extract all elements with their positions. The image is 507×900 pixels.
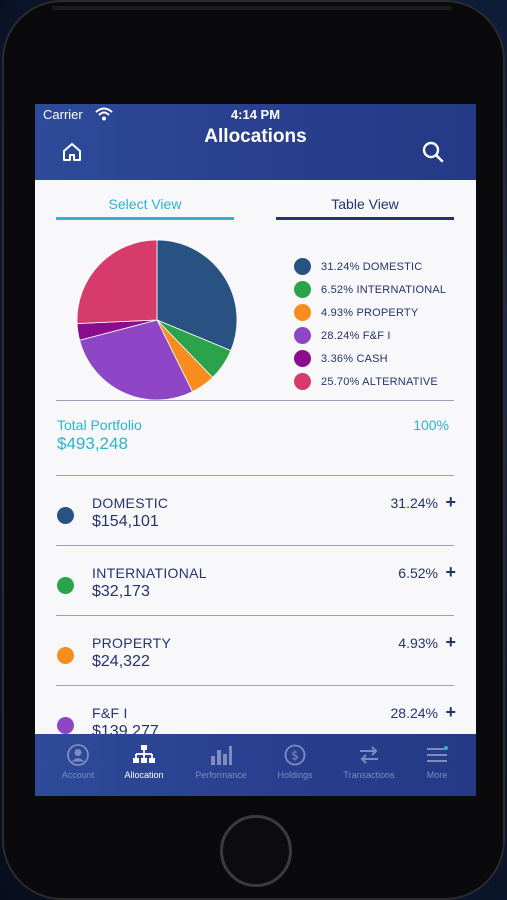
allocation-pie-chart xyxy=(76,239,238,401)
allocation-name: INTERNATIONAL xyxy=(92,565,207,581)
allocation-color-dot xyxy=(57,717,74,734)
allocation-icon xyxy=(133,745,155,763)
allocation-percent: 31.24% xyxy=(390,495,438,511)
pie-slice-f-f-i xyxy=(79,319,193,401)
tab-label: Performance xyxy=(195,770,247,780)
divider xyxy=(56,475,454,476)
total-portfolio-percent: 100% xyxy=(413,417,449,433)
pie-legend: 31.24% DOMESTIC 6.52% INTERNATIONAL 4.93… xyxy=(294,255,474,393)
legend-dot xyxy=(294,281,311,298)
allocation-color-dot xyxy=(57,647,74,664)
phone-top-edge xyxy=(52,6,452,10)
divider xyxy=(56,615,454,616)
expand-plus-icon[interactable]: + xyxy=(445,632,456,652)
transactions-icon xyxy=(360,746,378,764)
total-portfolio-label: Total Portfolio xyxy=(57,417,142,433)
tab-table-view[interactable]: Table View xyxy=(276,196,454,220)
legend-item-property: 4.93% PROPERTY xyxy=(294,301,474,324)
search-icon[interactable] xyxy=(421,140,445,164)
legend-dot xyxy=(294,350,311,367)
tab-label: Allocation xyxy=(124,770,164,780)
account-icon xyxy=(67,744,89,766)
legend-item-alternative: 25.70% ALTERNATIVE xyxy=(294,370,474,393)
legend-dot xyxy=(294,304,311,321)
tab-holdings[interactable]: $ Holdings xyxy=(259,734,331,796)
expand-plus-icon[interactable]: + xyxy=(445,562,456,582)
legend-item-domestic: 31.24% DOMESTIC xyxy=(294,255,474,278)
legend-item-cash: 3.36% CASH xyxy=(294,347,474,370)
legend-dot xyxy=(294,327,311,344)
wifi-icon xyxy=(95,107,113,121)
tab-label: Holdings xyxy=(277,770,313,780)
home-button[interactable] xyxy=(220,815,292,887)
tab-select-view[interactable]: Select View xyxy=(56,196,234,220)
allocation-name: DOMESTIC xyxy=(92,495,169,511)
legend-dot xyxy=(294,258,311,275)
page-title: Allocations xyxy=(204,126,307,147)
allocation-name: F&F I xyxy=(92,705,128,721)
allocation-value: $154,101 xyxy=(92,513,159,530)
holdings-icon: $ xyxy=(284,744,306,766)
expand-plus-icon[interactable]: + xyxy=(445,702,456,722)
legend-item-international: 6.52% INTERNATIONAL xyxy=(294,278,474,301)
allocation-value: $32,173 xyxy=(92,583,150,600)
allocation-value: $24,322 xyxy=(92,653,150,670)
expand-plus-icon[interactable]: + xyxy=(445,492,456,512)
legend-label: 25.70% ALTERNATIVE xyxy=(321,375,438,388)
allocation-row-domestic[interactable]: DOMESTIC $154,101 31.24% + xyxy=(35,480,476,550)
allocations-content: Select View Table View 31.24% DOMESTIC 6… xyxy=(35,180,476,740)
status-bar: Carrier 4:14 PM xyxy=(35,104,476,126)
legend-label: 28.24% F&F I xyxy=(321,329,391,342)
app-screen: Carrier 4:14 PM Allocations Select View … xyxy=(35,104,476,796)
status-time: 4:14 PM xyxy=(230,107,281,122)
divider xyxy=(56,545,454,546)
svg-text:$: $ xyxy=(291,749,299,763)
legend-label: 6.52% INTERNATIONAL xyxy=(321,283,447,296)
more-icon xyxy=(427,746,448,762)
tab-account[interactable]: Account xyxy=(42,734,114,796)
bottom-tab-bar: Account Allocation xyxy=(35,734,476,796)
pie-slice-domestic xyxy=(156,239,238,352)
legend-label: 3.36% CASH xyxy=(321,352,388,365)
tab-more[interactable]: More xyxy=(401,734,473,796)
home-icon[interactable] xyxy=(61,141,83,163)
divider xyxy=(56,400,454,401)
divider xyxy=(56,685,454,686)
tab-label: Transactions xyxy=(343,770,395,780)
allocation-row-property[interactable]: PROPERTY $24,322 4.93% + xyxy=(35,620,476,690)
allocation-percent: 4.93% xyxy=(398,635,438,651)
carrier-label: Carrier xyxy=(43,107,83,122)
legend-item-ffi: 28.24% F&F I xyxy=(294,324,474,347)
tab-label: Account xyxy=(61,770,95,780)
allocation-color-dot xyxy=(57,577,74,594)
allocation-color-dot xyxy=(57,507,74,524)
performance-icon xyxy=(211,746,232,765)
legend-dot xyxy=(294,373,311,390)
legend-label: 4.93% PROPERTY xyxy=(321,306,419,319)
tab-performance[interactable]: Performance xyxy=(185,734,257,796)
allocation-percent: 6.52% xyxy=(398,565,438,581)
tab-label: More xyxy=(426,770,448,780)
allocation-row-international[interactable]: INTERNATIONAL $32,173 6.52% + xyxy=(35,550,476,620)
tab-transactions[interactable]: Transactions xyxy=(333,734,405,796)
tab-allocation[interactable]: Allocation xyxy=(108,734,180,796)
app-header: Carrier 4:14 PM Allocations xyxy=(35,104,476,180)
legend-label: 31.24% DOMESTIC xyxy=(321,260,423,273)
allocation-name: PROPERTY xyxy=(92,635,172,651)
total-portfolio-value: $493,248 xyxy=(57,434,128,453)
pie-slice-alternative xyxy=(76,239,158,324)
allocation-percent: 28.24% xyxy=(390,705,438,721)
